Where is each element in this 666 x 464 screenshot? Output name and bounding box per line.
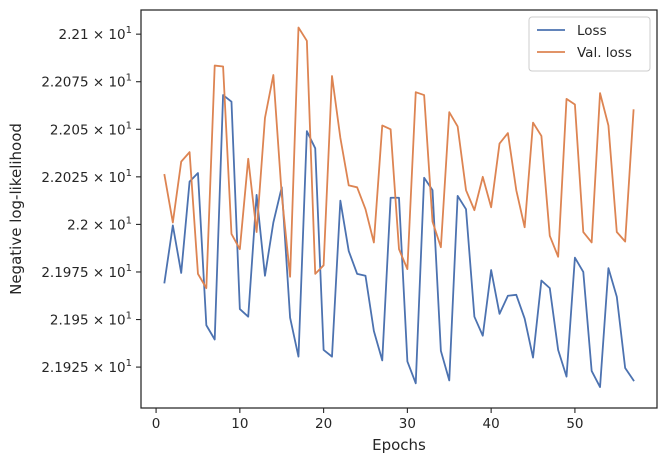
x-tick-label: 10: [231, 416, 248, 432]
y-tick-label: 2.1975 × 101: [41, 263, 132, 281]
legend-label-val-loss: Val. loss: [577, 45, 632, 61]
y-tick-label: 2.1925 × 101: [41, 358, 132, 376]
y-axis: 2.1925 × 101 2.195 × 101 2.1975 × 101 2.2 ×…: [41, 25, 141, 376]
x-tick-label: 40: [483, 416, 500, 432]
y-tick-label: 2.2 × 101: [67, 215, 132, 233]
x-tick-label: 30: [399, 416, 416, 432]
y-tick-label: 2.21 × 101: [58, 25, 132, 43]
y-tick-label: 2.205 × 101: [50, 120, 132, 138]
x-tick-label: 20: [315, 416, 332, 432]
y-tick-label: 2.195 × 101: [50, 311, 132, 329]
x-tick-label: 50: [566, 416, 583, 432]
y-axis-label: Negative log-likelihood: [7, 123, 25, 295]
y-tick-label: 2.2025 × 101: [41, 168, 132, 186]
series-line-val-loss: [163, 26, 635, 290]
x-axis: 0 10 20 30 40 50: [152, 408, 584, 432]
series-line-loss: [163, 94, 635, 388]
x-axis-label: Epochs: [372, 436, 426, 454]
x-tick-label: 0: [152, 416, 161, 432]
legend: Loss Val. loss: [528, 16, 651, 72]
legend-label-loss: Loss: [577, 23, 607, 39]
series-layer: [163, 26, 635, 388]
y-tick-label: 2.2075 × 101: [41, 73, 132, 91]
